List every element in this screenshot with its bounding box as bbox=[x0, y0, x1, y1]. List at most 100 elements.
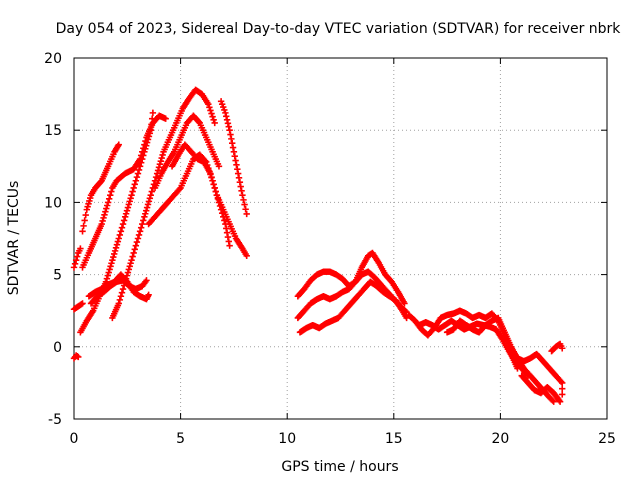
data-point bbox=[235, 174, 243, 182]
data-point bbox=[116, 231, 124, 239]
data-point bbox=[79, 228, 86, 235]
data-point bbox=[115, 235, 122, 242]
data-point bbox=[557, 378, 565, 385]
series-arc-2 bbox=[70, 245, 84, 271]
data-point bbox=[550, 398, 557, 405]
data-point bbox=[144, 136, 152, 143]
data-point bbox=[126, 198, 133, 205]
x-axis-label: GPS time / hours bbox=[281, 459, 398, 475]
y-axis-label: SDTVAR / TECUs bbox=[6, 181, 22, 296]
data-point bbox=[238, 187, 245, 195]
data-point bbox=[132, 242, 140, 249]
data-point bbox=[141, 148, 148, 156]
data-point bbox=[105, 269, 112, 276]
data-point bbox=[125, 266, 133, 273]
chart-title: Day 054 of 2023, Sidereal Day-to-day VTE… bbox=[56, 21, 622, 37]
data-point bbox=[231, 152, 238, 160]
data-point bbox=[211, 119, 218, 127]
data-point bbox=[148, 115, 156, 122]
x-tick-label: 15 bbox=[385, 431, 403, 447]
data-point bbox=[147, 127, 154, 134]
data-point bbox=[234, 170, 242, 177]
data-point bbox=[143, 277, 150, 284]
data-point bbox=[236, 178, 244, 186]
data-point bbox=[241, 201, 248, 208]
series-arc-16 bbox=[296, 278, 410, 336]
data-point bbox=[228, 139, 236, 147]
y-tick-label: 5 bbox=[53, 268, 62, 284]
data-point bbox=[224, 233, 232, 241]
data-point bbox=[208, 110, 215, 117]
data-point bbox=[224, 120, 232, 127]
data-point bbox=[72, 256, 80, 264]
data-point bbox=[401, 300, 408, 307]
data-point bbox=[222, 109, 229, 117]
data-point bbox=[142, 210, 149, 217]
data-point bbox=[146, 130, 154, 137]
series-arc-14 bbox=[294, 268, 410, 316]
data-point bbox=[212, 188, 219, 195]
data-point bbox=[145, 291, 152, 299]
data-point bbox=[103, 275, 111, 282]
data-point bbox=[136, 163, 144, 170]
data-point bbox=[75, 353, 82, 361]
data-point bbox=[549, 397, 556, 404]
data-point bbox=[127, 195, 134, 202]
data-point bbox=[210, 116, 217, 124]
data-point bbox=[211, 184, 218, 192]
data-point bbox=[102, 208, 109, 215]
data-point bbox=[117, 293, 125, 300]
data-point bbox=[133, 173, 141, 181]
data-point bbox=[70, 264, 78, 271]
data-point bbox=[228, 135, 235, 143]
data-point bbox=[111, 247, 119, 255]
data-point bbox=[148, 121, 155, 128]
data-point bbox=[207, 107, 214, 114]
data-point bbox=[559, 385, 566, 392]
data-point bbox=[223, 116, 231, 124]
data-point bbox=[227, 131, 234, 138]
data-point bbox=[121, 278, 129, 286]
data-point bbox=[155, 164, 163, 171]
data-point bbox=[104, 199, 112, 206]
data-point bbox=[209, 177, 216, 184]
data-point bbox=[131, 246, 138, 253]
data-point bbox=[205, 101, 212, 108]
data-point bbox=[157, 157, 165, 165]
data-point bbox=[233, 161, 240, 169]
data-point bbox=[135, 231, 143, 239]
data-point bbox=[103, 205, 110, 212]
data-point bbox=[137, 159, 145, 166]
data-point bbox=[113, 241, 121, 248]
y-tick-label: -5 bbox=[48, 412, 62, 428]
data-point bbox=[143, 139, 151, 146]
y-tick-label: 0 bbox=[53, 340, 62, 356]
data-point bbox=[195, 118, 203, 126]
data-point bbox=[225, 238, 232, 245]
data-point bbox=[559, 345, 566, 352]
data-point bbox=[122, 210, 130, 217]
data-point bbox=[162, 115, 169, 122]
data-point bbox=[125, 201, 133, 208]
data-point bbox=[156, 161, 164, 168]
data-point bbox=[80, 222, 87, 230]
data-point bbox=[103, 202, 111, 209]
data-point bbox=[243, 252, 250, 260]
data-point bbox=[240, 196, 247, 204]
data-point bbox=[210, 181, 217, 188]
data-point bbox=[146, 195, 154, 202]
data-point bbox=[141, 213, 148, 221]
data-point bbox=[206, 104, 213, 111]
data-point bbox=[109, 256, 116, 264]
data-point bbox=[130, 184, 137, 192]
data-point bbox=[118, 289, 126, 296]
data-point bbox=[129, 188, 136, 195]
data-point bbox=[555, 397, 563, 404]
data-point bbox=[128, 191, 135, 199]
plot-frame bbox=[73, 57, 608, 420]
data-point bbox=[208, 173, 215, 181]
series-arc-3 bbox=[70, 300, 86, 313]
data-point bbox=[133, 238, 141, 246]
series-arc-15 bbox=[294, 249, 408, 322]
data-point bbox=[117, 228, 125, 235]
